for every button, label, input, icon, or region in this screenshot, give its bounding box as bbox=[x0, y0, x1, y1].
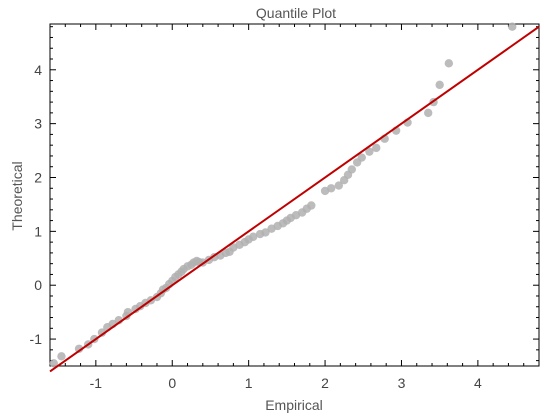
y-tick-label: 4 bbox=[34, 62, 42, 78]
data-point bbox=[249, 232, 258, 241]
x-tick-label: 3 bbox=[398, 375, 406, 391]
y-tick-label: 0 bbox=[34, 277, 42, 293]
chart-title: Quantile Plot bbox=[256, 5, 336, 21]
y-tick-label: 1 bbox=[34, 223, 42, 239]
x-tick-label: 1 bbox=[245, 375, 253, 391]
data-point bbox=[74, 344, 84, 353]
data-point bbox=[424, 108, 433, 118]
y-axis-label: Theoretical bbox=[9, 161, 25, 230]
x-tick-label: 4 bbox=[474, 375, 482, 391]
data-point bbox=[49, 359, 59, 368]
data-point bbox=[372, 143, 381, 153]
data-point bbox=[97, 328, 107, 337]
data-point bbox=[347, 165, 357, 174]
data-point bbox=[365, 147, 374, 156]
data-point bbox=[261, 228, 270, 237]
data-point bbox=[307, 201, 316, 210]
reference-line bbox=[49, 25, 540, 373]
data-point bbox=[334, 181, 344, 190]
x-tick-label: -1 bbox=[90, 375, 103, 391]
y-tick-label: 2 bbox=[34, 169, 42, 185]
data-point bbox=[57, 352, 66, 361]
x-tick-label: 0 bbox=[168, 375, 176, 391]
x-tick-label: 2 bbox=[321, 375, 329, 391]
data-point bbox=[435, 80, 444, 90]
data-point bbox=[326, 184, 336, 193]
data-point bbox=[357, 153, 366, 162]
x-axis-label: Empirical bbox=[265, 397, 323, 413]
y-tick-label: 3 bbox=[34, 116, 42, 132]
data-point bbox=[508, 22, 517, 31]
data-point bbox=[444, 59, 454, 68]
y-tick-label: -1 bbox=[30, 331, 43, 347]
